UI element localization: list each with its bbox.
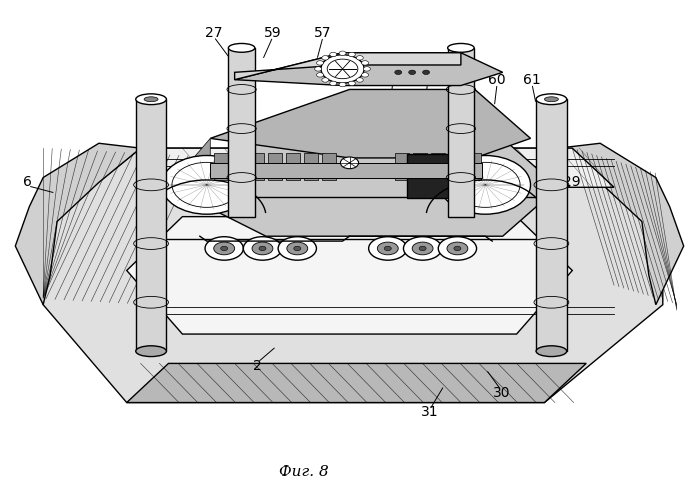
Ellipse shape bbox=[403, 237, 442, 260]
Ellipse shape bbox=[545, 97, 559, 102]
Ellipse shape bbox=[447, 43, 474, 52]
Bar bbox=[413, 153, 427, 180]
Text: 2: 2 bbox=[253, 359, 262, 373]
Ellipse shape bbox=[423, 70, 430, 74]
Text: 56: 56 bbox=[419, 73, 436, 87]
Polygon shape bbox=[229, 48, 255, 216]
Text: Фиг. 8: Фиг. 8 bbox=[280, 465, 329, 479]
Bar bbox=[232, 153, 246, 180]
Ellipse shape bbox=[322, 78, 329, 82]
Text: 27: 27 bbox=[205, 26, 222, 40]
Ellipse shape bbox=[361, 61, 368, 65]
Text: 30: 30 bbox=[493, 386, 510, 400]
Ellipse shape bbox=[229, 43, 255, 52]
Text: 31: 31 bbox=[421, 405, 438, 419]
Polygon shape bbox=[127, 364, 586, 402]
Ellipse shape bbox=[356, 78, 363, 82]
Ellipse shape bbox=[348, 81, 355, 86]
Ellipse shape bbox=[315, 67, 322, 71]
Ellipse shape bbox=[330, 81, 337, 86]
Ellipse shape bbox=[321, 55, 364, 83]
Bar bbox=[210, 163, 482, 178]
Polygon shape bbox=[536, 99, 567, 351]
Ellipse shape bbox=[294, 246, 301, 250]
Ellipse shape bbox=[339, 51, 346, 56]
Text: 6: 6 bbox=[23, 176, 32, 189]
Bar bbox=[250, 153, 264, 180]
Ellipse shape bbox=[214, 242, 235, 255]
Ellipse shape bbox=[356, 56, 363, 60]
Bar bbox=[407, 154, 473, 198]
Ellipse shape bbox=[161, 155, 252, 214]
Polygon shape bbox=[43, 148, 663, 402]
Ellipse shape bbox=[243, 237, 282, 260]
Ellipse shape bbox=[221, 246, 228, 250]
Ellipse shape bbox=[317, 61, 324, 65]
Text: 5: 5 bbox=[140, 126, 148, 141]
Bar bbox=[395, 153, 409, 180]
Ellipse shape bbox=[287, 242, 308, 255]
Text: 57: 57 bbox=[315, 26, 332, 40]
Polygon shape bbox=[447, 48, 474, 216]
Polygon shape bbox=[136, 99, 166, 351]
Ellipse shape bbox=[136, 346, 166, 357]
Ellipse shape bbox=[438, 237, 477, 260]
Polygon shape bbox=[140, 148, 614, 187]
Bar bbox=[322, 153, 336, 180]
Ellipse shape bbox=[330, 52, 337, 57]
Ellipse shape bbox=[322, 56, 329, 60]
Text: 58: 58 bbox=[384, 73, 401, 87]
Bar bbox=[449, 153, 463, 180]
Text: 61: 61 bbox=[523, 73, 541, 87]
Ellipse shape bbox=[368, 237, 407, 260]
Polygon shape bbox=[559, 143, 684, 305]
Ellipse shape bbox=[395, 70, 402, 74]
Polygon shape bbox=[127, 216, 572, 334]
Bar bbox=[431, 153, 445, 180]
Ellipse shape bbox=[377, 242, 398, 255]
Polygon shape bbox=[168, 138, 210, 197]
Ellipse shape bbox=[278, 237, 317, 260]
Ellipse shape bbox=[454, 246, 461, 250]
Ellipse shape bbox=[339, 82, 346, 87]
Ellipse shape bbox=[136, 94, 166, 105]
Ellipse shape bbox=[536, 94, 567, 105]
Ellipse shape bbox=[252, 242, 273, 255]
Ellipse shape bbox=[412, 242, 433, 255]
Bar bbox=[467, 153, 481, 180]
Ellipse shape bbox=[419, 246, 426, 250]
Polygon shape bbox=[168, 138, 559, 236]
Text: 29: 29 bbox=[563, 176, 581, 189]
Ellipse shape bbox=[259, 246, 266, 250]
Bar bbox=[214, 153, 228, 180]
Ellipse shape bbox=[363, 67, 370, 71]
Ellipse shape bbox=[447, 242, 468, 255]
Polygon shape bbox=[15, 143, 140, 305]
Ellipse shape bbox=[440, 155, 531, 214]
Ellipse shape bbox=[384, 246, 391, 250]
Ellipse shape bbox=[409, 70, 416, 74]
Bar bbox=[268, 153, 282, 180]
Bar bbox=[286, 153, 300, 180]
Text: 60: 60 bbox=[489, 73, 506, 87]
Ellipse shape bbox=[340, 157, 359, 169]
Ellipse shape bbox=[317, 73, 324, 77]
Polygon shape bbox=[235, 53, 461, 80]
Bar bbox=[304, 153, 318, 180]
Polygon shape bbox=[210, 90, 531, 158]
Ellipse shape bbox=[144, 97, 158, 102]
Text: 59: 59 bbox=[264, 26, 282, 40]
Ellipse shape bbox=[348, 52, 355, 57]
Text: 28: 28 bbox=[452, 73, 470, 87]
Ellipse shape bbox=[205, 237, 243, 260]
Polygon shape bbox=[235, 53, 503, 86]
Ellipse shape bbox=[361, 73, 368, 77]
Ellipse shape bbox=[536, 346, 567, 357]
